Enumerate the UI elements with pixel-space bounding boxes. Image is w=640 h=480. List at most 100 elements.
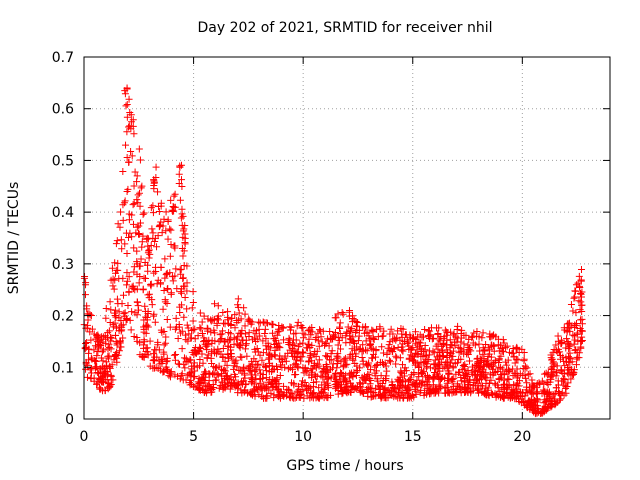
- data-point: [152, 163, 160, 171]
- data-point: [262, 374, 270, 382]
- data-point: [259, 337, 267, 345]
- data-point: [420, 348, 428, 356]
- data-point: [311, 348, 319, 356]
- data-point: [567, 375, 575, 383]
- data-point: [466, 376, 474, 384]
- data-point: [161, 255, 169, 263]
- data-point: [149, 357, 157, 365]
- data-point: [151, 234, 159, 242]
- data-point: [124, 234, 132, 242]
- data-point: [403, 394, 411, 402]
- data-point: [477, 372, 485, 380]
- data-point: [123, 316, 131, 324]
- data-point: [544, 403, 552, 411]
- data-point: [169, 277, 177, 285]
- data-point: [121, 240, 129, 248]
- data-point: [280, 336, 288, 344]
- data-point: [443, 364, 451, 372]
- data-point: [239, 336, 247, 344]
- data-point: [322, 340, 330, 348]
- data-point: [539, 386, 547, 394]
- data-point: [381, 391, 389, 399]
- data-point: [407, 345, 415, 353]
- data-point: [235, 309, 243, 317]
- data-point: [125, 210, 133, 218]
- data-point: [372, 347, 380, 355]
- data-point: [133, 247, 141, 255]
- data-point: [353, 343, 361, 351]
- data-point: [503, 342, 511, 350]
- data-point: [339, 363, 347, 371]
- data-point: [107, 371, 115, 379]
- data-point: [535, 379, 543, 387]
- data-point: [553, 398, 561, 406]
- data-point: [563, 335, 571, 343]
- data-point: [296, 393, 304, 401]
- data-point: [123, 85, 131, 93]
- data-point: [87, 336, 95, 344]
- data-point: [201, 373, 209, 381]
- data-point: [125, 158, 133, 166]
- data-point: [128, 308, 136, 316]
- data-point: [577, 276, 585, 284]
- data-point: [210, 369, 218, 377]
- data-point: [240, 304, 248, 312]
- data-point: [151, 238, 159, 246]
- data-point: [176, 196, 184, 204]
- data-point: [157, 279, 165, 287]
- data-point: [387, 325, 395, 333]
- data-point: [151, 263, 159, 271]
- data-point: [566, 341, 574, 349]
- data-point: [200, 370, 208, 378]
- data-point: [253, 345, 261, 353]
- y-tick-label: 0.5: [52, 153, 74, 169]
- data-point: [163, 269, 171, 277]
- data-point: [460, 340, 468, 348]
- data-point: [189, 299, 197, 307]
- data-point: [158, 229, 166, 237]
- data-point: [265, 368, 273, 376]
- data-point: [443, 336, 451, 344]
- data-point: [125, 288, 133, 296]
- data-point: [192, 348, 200, 356]
- data-point: [133, 196, 141, 204]
- data-point: [358, 347, 366, 355]
- data-point: [210, 326, 218, 334]
- data-point: [190, 362, 198, 370]
- data-point: [424, 355, 432, 363]
- data-point: [565, 324, 573, 332]
- data-point: [524, 370, 532, 378]
- data-point: [334, 341, 342, 349]
- data-point: [436, 337, 444, 345]
- data-point: [84, 310, 92, 318]
- data-point: [466, 384, 474, 392]
- data-point: [306, 394, 314, 402]
- data-point: [219, 345, 227, 353]
- data-point: [104, 352, 112, 360]
- data-point: [425, 375, 433, 383]
- data-point: [510, 353, 518, 361]
- data-point: [87, 374, 95, 382]
- data-point: [487, 376, 495, 384]
- data-point: [99, 372, 107, 380]
- data-point: [561, 375, 569, 383]
- data-point: [435, 385, 443, 393]
- data-point: [125, 123, 133, 131]
- data-point: [217, 336, 225, 344]
- data-point: [111, 259, 119, 267]
- data-point: [135, 306, 143, 314]
- data-point: [175, 170, 183, 178]
- data-point: [458, 326, 466, 334]
- data-point: [557, 391, 565, 399]
- data-point: [421, 389, 429, 397]
- data-point: [401, 364, 409, 372]
- data-point: [578, 288, 586, 296]
- data-point: [133, 172, 141, 180]
- data-point: [94, 379, 102, 387]
- data-point: [556, 395, 564, 403]
- data-point: [105, 340, 113, 348]
- data-point: [211, 376, 219, 384]
- data-point: [342, 339, 350, 347]
- data-point: [247, 377, 255, 385]
- data-point: [149, 350, 157, 358]
